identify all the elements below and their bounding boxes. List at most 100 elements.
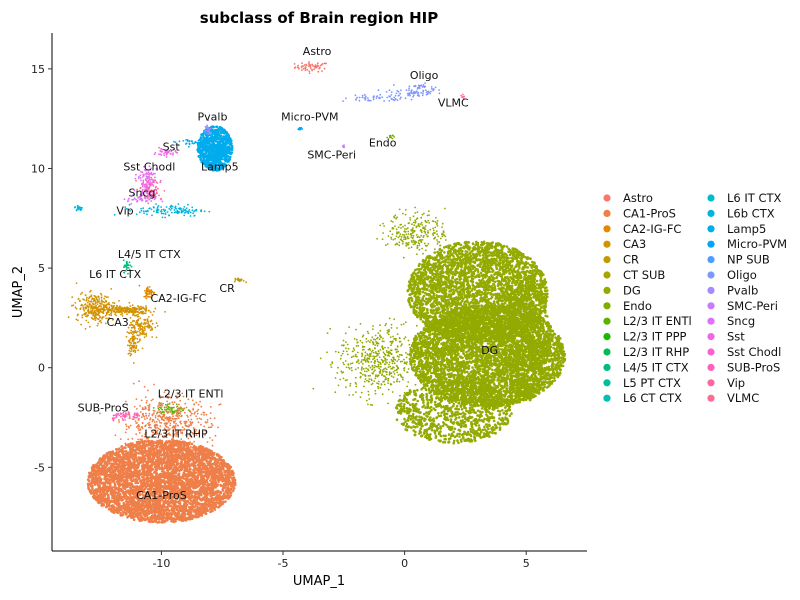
data-point xyxy=(393,136,395,138)
data-point xyxy=(129,344,132,346)
data-point xyxy=(132,330,134,333)
cluster-points xyxy=(135,165,156,196)
data-point xyxy=(341,145,344,148)
data-point xyxy=(111,305,113,308)
data-point xyxy=(117,307,120,310)
data-point xyxy=(129,308,131,310)
data-point xyxy=(110,310,113,313)
data-point xyxy=(420,84,423,87)
data-point xyxy=(131,340,134,342)
data-point xyxy=(177,203,180,205)
data-point xyxy=(141,176,144,178)
data-point xyxy=(84,312,87,315)
data-point xyxy=(211,146,215,150)
data-point xyxy=(135,347,138,349)
data-point xyxy=(428,91,430,94)
data-point xyxy=(188,209,191,211)
data-point xyxy=(430,86,433,88)
data-point xyxy=(108,306,111,309)
data-point xyxy=(191,209,194,212)
data-point xyxy=(221,144,224,147)
data-point xyxy=(88,325,91,328)
data-point xyxy=(127,264,130,267)
data-point xyxy=(144,179,147,181)
data-point xyxy=(140,179,142,182)
data-point xyxy=(223,470,227,474)
data-point xyxy=(299,126,301,129)
data-point xyxy=(107,296,109,298)
data-point xyxy=(118,414,121,417)
data-point xyxy=(148,174,151,176)
data-point xyxy=(146,213,148,216)
data-point xyxy=(144,289,146,292)
data-point xyxy=(404,97,407,100)
data-point xyxy=(386,96,389,99)
data-point xyxy=(379,93,382,96)
data-point xyxy=(183,209,185,212)
data-point xyxy=(115,304,118,307)
data-point xyxy=(392,84,395,86)
data-point xyxy=(138,175,140,178)
data-point xyxy=(159,181,162,184)
data-point xyxy=(208,142,211,145)
data-point xyxy=(163,210,166,213)
data-point xyxy=(135,308,138,311)
data-point xyxy=(96,309,99,312)
data-point xyxy=(314,64,317,67)
data-point xyxy=(125,335,128,338)
data-point xyxy=(148,324,151,326)
data-point xyxy=(85,299,88,302)
data-point xyxy=(122,419,124,422)
data-point xyxy=(215,125,218,129)
data-point xyxy=(220,137,223,141)
data-point xyxy=(141,311,144,314)
data-point xyxy=(218,154,222,157)
data-point xyxy=(386,136,388,139)
data-point xyxy=(134,314,137,317)
data-point xyxy=(150,200,153,202)
data-point xyxy=(71,304,73,307)
data-point xyxy=(179,207,182,210)
data-point xyxy=(80,208,83,211)
data-point xyxy=(213,158,217,161)
data-point xyxy=(128,349,131,352)
data-point xyxy=(217,168,220,171)
data-point xyxy=(356,96,358,99)
data-point xyxy=(212,138,215,140)
data-point xyxy=(184,211,187,214)
data-point xyxy=(388,89,391,92)
data-point xyxy=(424,85,427,88)
data-point xyxy=(198,151,202,154)
data-point xyxy=(155,336,158,339)
data-point xyxy=(150,319,153,322)
data-point xyxy=(101,317,103,320)
data-point xyxy=(149,311,152,314)
data-point xyxy=(79,307,82,310)
data-point xyxy=(216,147,219,151)
data-point xyxy=(208,131,211,134)
data-point xyxy=(100,296,103,299)
data-point xyxy=(429,92,432,95)
data-point xyxy=(408,85,411,88)
data-point xyxy=(153,153,156,156)
data-point xyxy=(145,297,148,300)
data-point xyxy=(216,154,219,158)
data-point xyxy=(84,307,87,310)
data-point xyxy=(187,145,190,148)
data-point xyxy=(127,332,130,334)
data-point xyxy=(134,337,137,340)
data-point xyxy=(203,210,206,213)
data-point xyxy=(438,92,441,95)
data-point xyxy=(142,307,145,309)
data-point xyxy=(176,210,179,213)
data-point xyxy=(196,149,200,152)
data-point xyxy=(85,315,87,318)
data-point xyxy=(117,311,119,313)
data-point xyxy=(142,181,145,183)
data-point xyxy=(381,96,384,98)
data-point xyxy=(391,134,394,137)
data-point xyxy=(412,94,415,97)
data-point xyxy=(169,152,172,155)
data-point xyxy=(212,462,216,466)
data-point xyxy=(183,206,186,208)
